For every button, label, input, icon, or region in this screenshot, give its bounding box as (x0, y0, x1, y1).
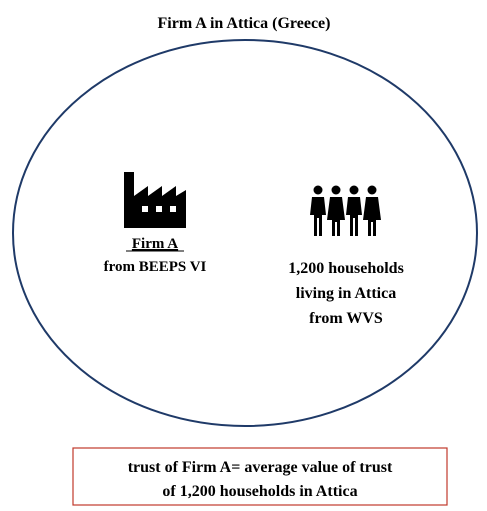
region-ellipse (12, 39, 478, 427)
firm-source: from BEEPS VI (104, 259, 207, 275)
factory-icon (124, 172, 186, 228)
firm-name: Firm A (132, 236, 178, 252)
households-line: from WVS (309, 310, 383, 327)
title: Firm A in Attica (Greece) (158, 15, 331, 32)
note-line: of 1,200 households in Attica (162, 483, 357, 500)
note-box (72, 447, 448, 506)
note-line: trust of Firm A= average value of trust (128, 459, 393, 476)
households-line: 1,200 households (288, 260, 404, 277)
people-icon (310, 185, 381, 236)
households-line: living in Attica (296, 285, 396, 302)
